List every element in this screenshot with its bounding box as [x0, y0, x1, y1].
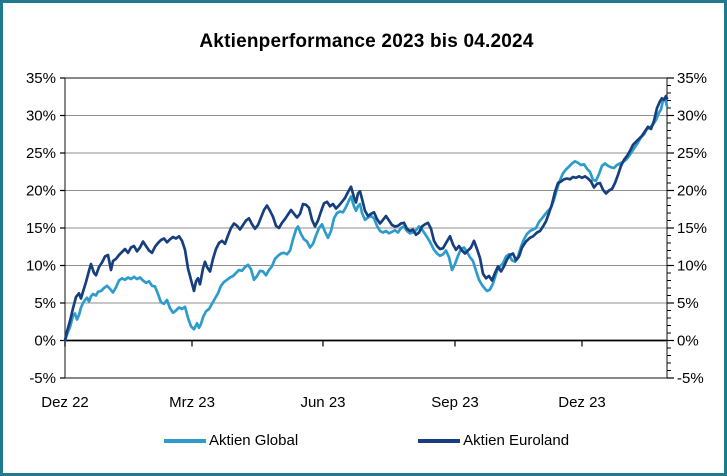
legend-label-global: Aktien Global — [208, 432, 299, 449]
legend-line-euroland-icon — [418, 438, 461, 443]
y-axis-label-left: 5% — [34, 295, 56, 312]
legend-line-global-icon — [163, 438, 206, 443]
y-axis-label-left: 0% — [34, 333, 56, 350]
y-axis-label-left: -5% — [29, 370, 56, 387]
legend-label-euroland: Aktien Euroland — [463, 432, 570, 449]
legend-item-aktien-global: Aktien Global — [163, 432, 299, 449]
y-axis-label-right: 5% — [677, 295, 699, 312]
y-axis-label-right: 0% — [677, 333, 699, 350]
x-axis-label: Dez 22 — [41, 394, 89, 411]
y-axis-label-right: 25% — [677, 145, 707, 162]
series-line-aktien-euroland — [63, 94, 669, 342]
legend-item-aktien-euroland: Aktien Euroland — [418, 432, 569, 449]
y-axis-label-left: 35% — [26, 70, 56, 87]
y-axis-label-right: 30% — [677, 108, 707, 125]
x-axis-label: Sep 23 — [431, 394, 479, 411]
chart-plot-area: -5% -5% 0% 0% 5% 5% 10% 10% 15% 15% 20% 20% 25% 25% 30… — [26, 70, 707, 411]
x-axis-label: Jun 23 — [300, 394, 345, 411]
y-axis-label-left: 15% — [26, 220, 56, 237]
y-axis-label-right: 35% — [677, 70, 707, 87]
y-axis-label-right: 20% — [677, 183, 707, 200]
chart-legend: Aktien Global Aktien Euroland — [3, 432, 724, 449]
y-axis-label-left: 20% — [26, 183, 56, 200]
y-axis-label-left: 25% — [26, 145, 56, 162]
chart-title: Aktienperformance 2023 bis 04.2024 — [199, 31, 534, 52]
x-axis-label: Dez 23 — [558, 394, 606, 411]
series-line-aktien-global — [63, 96, 669, 342]
y-axis-label-right: 10% — [677, 258, 707, 275]
x-axis-label: Mrz 23 — [169, 394, 215, 411]
y-axis-label-left: 10% — [26, 258, 56, 275]
y-axis-label-left: 30% — [26, 108, 56, 125]
y-axis-label-right: 15% — [677, 220, 707, 237]
y-axis-label-right: -5% — [677, 370, 704, 387]
